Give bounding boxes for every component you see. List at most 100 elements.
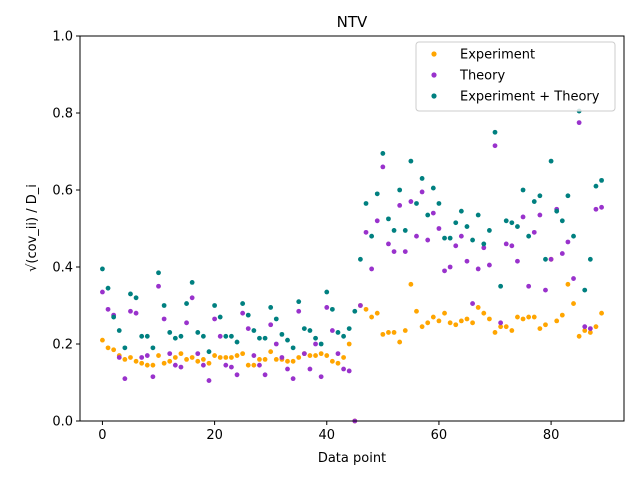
point-series-0-40 (324, 353, 330, 358)
chart-title: NTV (337, 13, 368, 31)
point-series-2-32 (279, 331, 285, 337)
point-series-2-6 (133, 295, 139, 301)
point-series-2-76 (526, 233, 532, 239)
point-series-1-39 (318, 374, 324, 380)
point-series-1-83 (565, 239, 571, 245)
y-axis-label-text: √(cov_ii) / D_i (25, 184, 40, 272)
point-series-2-81 (554, 208, 560, 214)
point-series-0-7 (139, 360, 145, 366)
point-series-0-58 (425, 320, 431, 326)
point-series-1-56 (414, 233, 419, 239)
point-series-1-77 (531, 229, 537, 235)
point-series-2-61 (442, 235, 447, 241)
point-series-0-20 (212, 353, 218, 358)
point-series-2-82 (559, 218, 565, 224)
point-series-0-87 (587, 330, 593, 335)
point-series-0-22 (223, 355, 229, 360)
point-series-0-56 (414, 308, 419, 314)
point-series-0-43 (341, 355, 346, 360)
y-tick-label: 0.6 (52, 184, 73, 199)
point-series-1-48 (369, 266, 375, 272)
point-series-0-2 (111, 347, 117, 353)
point-series-1-1 (105, 306, 111, 312)
point-series-1-33 (285, 366, 290, 372)
point-series-0-79 (543, 322, 548, 328)
point-series-1-62 (447, 264, 453, 270)
point-series-2-33 (285, 337, 290, 343)
point-series-1-84 (571, 276, 576, 281)
point-series-0-81 (554, 318, 560, 324)
point-series-1-22 (223, 362, 229, 368)
point-series-2-31 (273, 316, 279, 322)
point-series-1-88 (593, 206, 599, 212)
point-series-1-10 (156, 283, 161, 289)
point-series-2-39 (318, 341, 324, 347)
point-series-0-51 (386, 330, 391, 335)
point-series-1-44 (346, 368, 352, 374)
point-series-0-75 (520, 316, 526, 322)
point-series-1-75 (520, 214, 526, 220)
y-tick-label: 1.0 (52, 30, 73, 45)
point-series-2-89 (599, 177, 604, 183)
point-series-1-80 (548, 256, 554, 262)
point-series-2-70 (492, 129, 498, 135)
point-series-2-72 (503, 218, 509, 224)
point-series-2-13 (172, 335, 178, 341)
point-series-0-54 (402, 328, 408, 333)
point-series-0-27 (251, 362, 257, 368)
point-series-2-7 (139, 333, 145, 339)
point-series-2-44 (346, 326, 352, 331)
point-series-0-23 (229, 355, 234, 360)
point-series-0-83 (565, 281, 571, 287)
point-series-0-74 (515, 314, 520, 320)
point-series-0-67 (475, 305, 481, 310)
point-series-0-13 (172, 355, 178, 360)
point-series-0-71 (498, 324, 504, 330)
point-series-2-52 (391, 228, 397, 233)
point-series-0-16 (189, 355, 195, 360)
point-series-1-64 (458, 233, 464, 239)
point-series-0-64 (458, 318, 464, 324)
point-series-1-38 (313, 341, 318, 347)
point-series-1-59 (430, 210, 436, 216)
point-series-1-29 (262, 372, 268, 378)
point-series-1-89 (599, 204, 604, 210)
point-series-1-36 (301, 351, 307, 357)
point-series-0-48 (369, 314, 375, 320)
point-series-0-12 (167, 358, 173, 364)
point-series-1-9 (150, 374, 156, 380)
point-series-0-39 (318, 351, 324, 357)
point-series-0-42 (335, 360, 341, 366)
point-series-0-68 (481, 310, 487, 316)
point-series-2-67 (475, 212, 481, 218)
point-series-1-34 (290, 376, 296, 382)
point-series-0-15 (184, 357, 189, 362)
point-series-2-22 (223, 333, 229, 339)
point-series-1-13 (172, 362, 178, 368)
point-series-2-55 (408, 158, 414, 164)
point-series-1-17 (195, 351, 201, 357)
point-series-1-21 (217, 333, 223, 339)
data-markers (100, 108, 604, 424)
point-series-0-53 (397, 339, 403, 345)
point-series-1-69 (487, 262, 492, 268)
point-series-1-18 (200, 362, 206, 368)
point-series-0-33 (285, 358, 290, 364)
point-series-2-26 (245, 312, 251, 318)
point-series-2-80 (548, 158, 554, 164)
point-series-1-5 (128, 308, 133, 314)
point-series-1-11 (161, 316, 167, 322)
point-series-2-37 (307, 328, 313, 333)
point-series-1-55 (408, 199, 414, 204)
legend-label-2: Experiment + Theory (460, 90, 600, 105)
point-series-1-71 (498, 320, 504, 326)
point-series-1-0 (100, 289, 105, 295)
point-series-1-35 (296, 308, 302, 314)
point-series-2-14 (178, 333, 184, 339)
point-series-1-60 (436, 226, 442, 231)
point-series-2-24 (234, 339, 240, 345)
point-series-0-14 (178, 351, 184, 357)
point-series-0-8 (144, 362, 150, 368)
point-series-2-16 (189, 280, 195, 285)
point-series-0-30 (268, 349, 274, 355)
